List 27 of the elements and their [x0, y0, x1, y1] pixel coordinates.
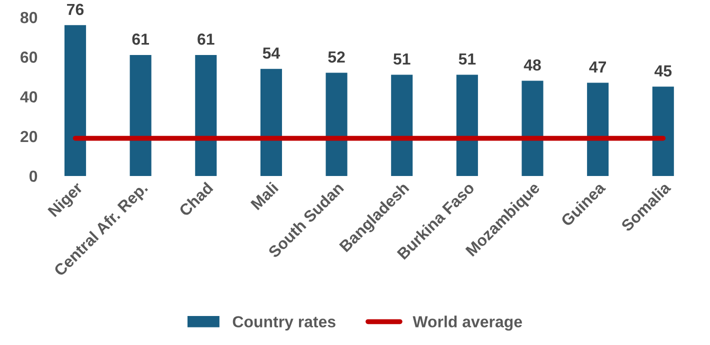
bar	[587, 82, 609, 176]
bar	[522, 80, 544, 176]
y-tick-label: 20	[20, 130, 38, 142]
y-tick-label: 80	[20, 12, 38, 24]
data-label: 54	[262, 48, 280, 59]
y-tick-label: 0	[29, 170, 38, 182]
bar	[64, 25, 86, 176]
bar	[260, 68, 282, 176]
data-label: 48	[524, 59, 541, 71]
bar	[130, 54, 152, 176]
data-label: 47	[589, 61, 606, 72]
bar	[652, 86, 674, 176]
bar	[391, 74, 413, 176]
y-tick-label: 40	[20, 91, 38, 103]
y-tick-label: 60	[20, 52, 38, 63]
data-label: 45	[654, 65, 672, 77]
data-label: 61	[198, 34, 214, 45]
data-label: 51	[458, 54, 476, 65]
bar	[195, 54, 217, 176]
bar	[326, 72, 348, 176]
legend-label: Country rates	[232, 316, 336, 331]
data-label: 61	[132, 34, 150, 45]
data-label: 51	[393, 54, 410, 65]
data-label: 52	[328, 51, 345, 63]
bar	[456, 74, 478, 176]
legend-label: World average	[412, 316, 522, 331]
data-label: 76	[67, 4, 84, 16]
